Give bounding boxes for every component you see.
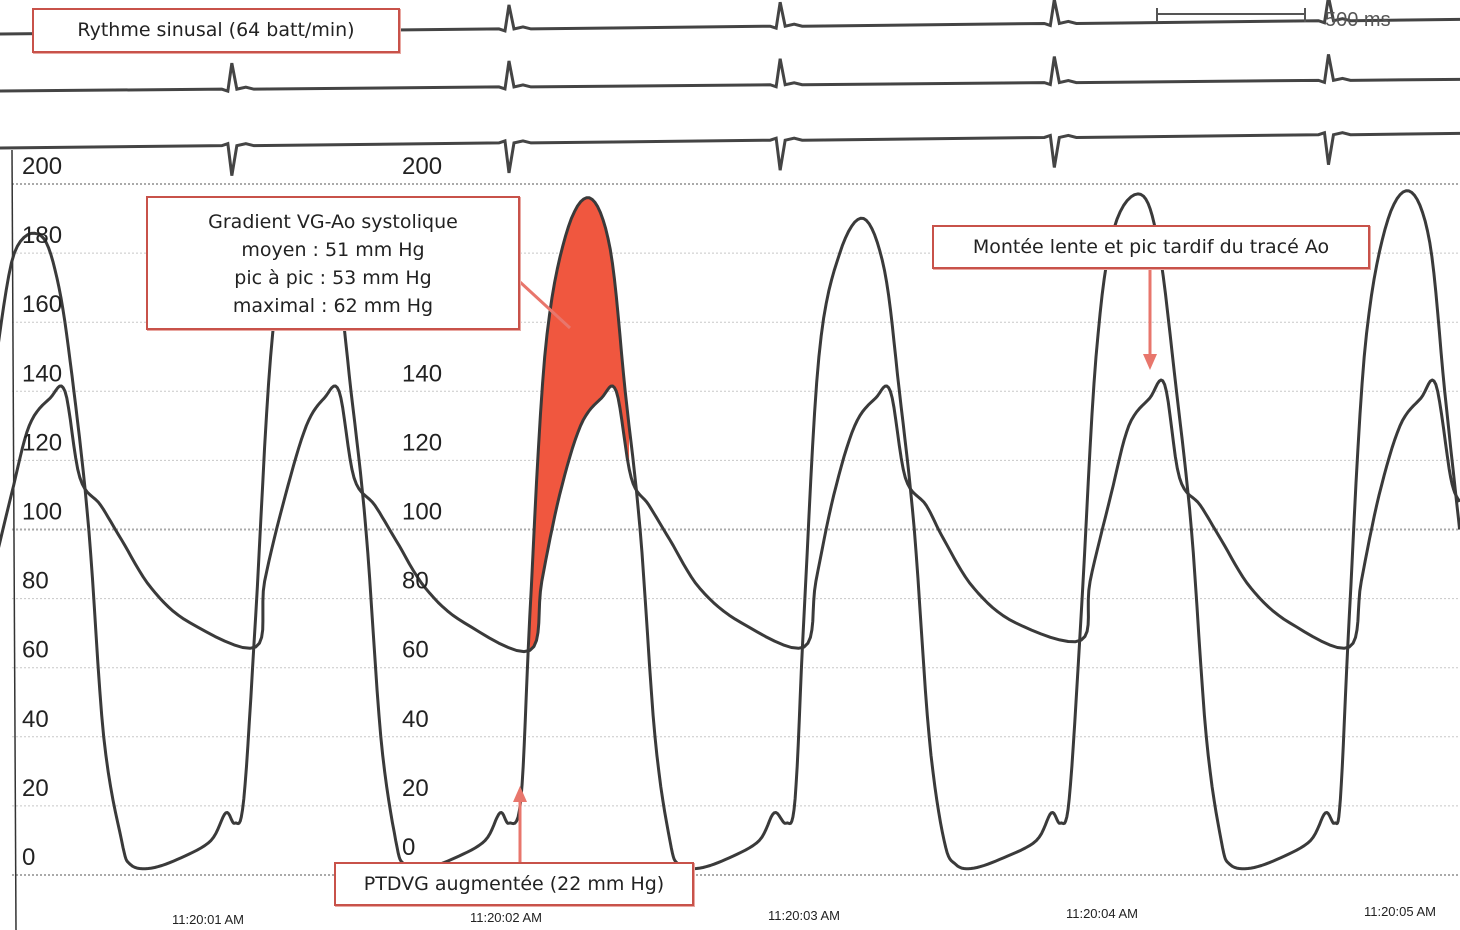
y-tick-label: 200	[22, 153, 62, 180]
y-axis-line	[11, 149, 17, 930]
scale-bar-label: 500 ms	[1325, 9, 1391, 31]
gradient-peak-to-peak: pic à pic : 53 mm Hg	[234, 267, 432, 289]
ao-slow-rise-text: Montée lente et pic tardif du tracé Ao	[972, 236, 1330, 258]
gradient-shaded-area	[529, 197, 630, 651]
gradient-max: maximal : 62 mm Hg	[232, 295, 434, 317]
y-tick-label-secondary: 140	[402, 360, 442, 387]
y-tick-label-secondary: 60	[402, 637, 429, 664]
ptdvg-text: PTDVG augmentée (22 mm Hg)	[363, 873, 665, 895]
y-tick-label-secondary: 120	[402, 429, 442, 456]
x-tick-labels: 11:20:01 AM 11:20:02 AM 11:20:03 AM 11:20:0…	[172, 904, 1436, 927]
y-tick-label-secondary: 200	[402, 153, 442, 180]
x-tick-label: 11:20:04 AM	[1066, 906, 1138, 921]
rhythm-text: Rythme sinusal (64 batt/min)	[77, 19, 355, 41]
y-tick-label-secondary: 0	[402, 834, 415, 861]
gradient-annotation: Gradient VG-Ao systolique moyen : 51 mm …	[146, 196, 520, 330]
series-lv-pressure	[0, 189, 1460, 871]
ao-slow-rise-annotation: Montée lente et pic tardif du tracé Ao	[932, 225, 1370, 269]
y-tick-label-secondary: 40	[402, 706, 429, 733]
y-tick-label: 0	[22, 844, 35, 871]
ecg-trace	[0, 130, 1460, 176]
y-tick-labels: 0 20 40 60 80 100 120 140 160 180 200 0 20 40 60 80 100 1…	[22, 153, 442, 871]
x-tick-label: 11:20:02 AM	[470, 910, 542, 925]
x-tick-label: 11:20:01 AM	[172, 912, 244, 927]
y-tick-label: 100	[22, 499, 62, 526]
ptdvg-arrowhead	[513, 786, 527, 802]
y-tick-label: 160	[22, 291, 62, 318]
series-ao-pressure	[0, 378, 1460, 654]
ao-arrowhead	[1143, 354, 1157, 370]
y-tick-label: 180	[22, 222, 62, 249]
scale-bar: 500 ms	[1156, 8, 1391, 31]
annotation-arrows	[513, 268, 1157, 862]
y-tick-label: 20	[22, 775, 49, 802]
ptdvg-annotation: PTDVG augmentée (22 mm Hg)	[334, 862, 694, 906]
y-tick-label: 140	[22, 360, 62, 387]
gradient-arrow	[518, 280, 572, 330]
y-tick-label-secondary: 20	[402, 775, 429, 802]
rhythm-annotation: Rythme sinusal (64 batt/min)	[32, 8, 400, 53]
gradient-title: Gradient VG-Ao systolique	[208, 211, 458, 233]
y-tick-label-secondary: 100	[402, 499, 442, 526]
y-tick-label: 120	[22, 429, 62, 456]
x-tick-label: 11:20:05 AM	[1364, 904, 1436, 919]
y-tick-label: 60	[22, 637, 49, 664]
y-tick-label-secondary: 80	[402, 568, 429, 595]
x-tick-label: 11:20:03 AM	[768, 908, 840, 923]
ecg-trace	[0, 54, 1460, 94]
y-tick-label: 80	[22, 568, 49, 595]
y-tick-label: 40	[22, 706, 49, 733]
ecg-traces	[0, 0, 1460, 176]
gradient-mean: moyen : 51 mm Hg	[241, 239, 425, 261]
ecg-trace	[0, 0, 1460, 36]
